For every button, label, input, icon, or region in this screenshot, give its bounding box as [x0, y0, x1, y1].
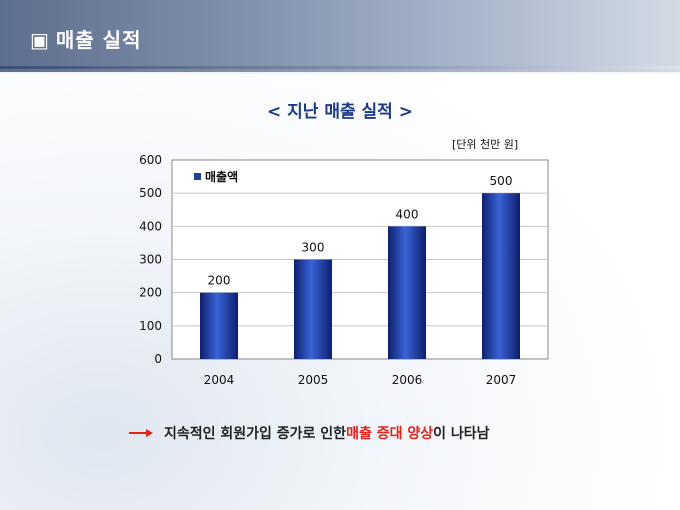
- bars: [200, 193, 520, 359]
- y-tick-label: 500: [139, 186, 162, 200]
- x-tick-label: 2005: [298, 373, 329, 387]
- legend-swatch: [194, 173, 201, 180]
- bar: [200, 292, 238, 359]
- unit-label: [단위 천만 원]: [452, 138, 519, 151]
- data-labels: 200 300 400 500: [208, 174, 513, 287]
- y-tick-label: 600: [139, 153, 162, 167]
- y-axis-ticks: 0 100 200 300 400 500 600: [139, 153, 162, 366]
- y-tick-label: 100: [139, 319, 162, 333]
- header-bar: [0, 0, 680, 74]
- x-tick-label: 2006: [392, 373, 423, 387]
- y-tick-label: 300: [139, 253, 162, 267]
- bar: [294, 259, 332, 359]
- page-title-text: 매출 실적: [55, 28, 142, 52]
- chart-title: < 지난 매출 실적 >: [266, 102, 413, 122]
- x-tick-label: 2004: [204, 373, 235, 387]
- legend: 매출액: [194, 169, 238, 184]
- arrow-right-icon: [129, 429, 153, 437]
- bar: [388, 226, 426, 359]
- summary-text-after: 이 나타남: [433, 426, 490, 442]
- data-label: 300: [302, 241, 325, 255]
- square-bullet-icon: ▣: [30, 28, 50, 52]
- header-divider: [0, 66, 680, 69]
- y-tick-label: 400: [139, 219, 162, 233]
- y-tick-label: 0: [154, 352, 162, 366]
- summary-text-before: 지속적인 회원가입 증가로 인한: [164, 426, 347, 442]
- legend-label: 매출액: [205, 169, 238, 184]
- data-label: 200: [208, 274, 231, 288]
- summary-text: 지속적인 회원가입 증가로 인한 매출 증대 양상 이 나타남: [128, 423, 490, 443]
- data-label: 500: [490, 174, 513, 188]
- bar: [482, 193, 520, 359]
- y-tick-label: 200: [139, 286, 162, 300]
- page-title: ▣ 매출 실적: [30, 24, 141, 53]
- x-axis-ticks: 2004 2005 2006 2007: [204, 373, 517, 387]
- summary-highlight: 매출 증대 양상: [346, 426, 434, 442]
- x-tick-label: 2007: [486, 373, 517, 387]
- data-label: 400: [396, 207, 419, 221]
